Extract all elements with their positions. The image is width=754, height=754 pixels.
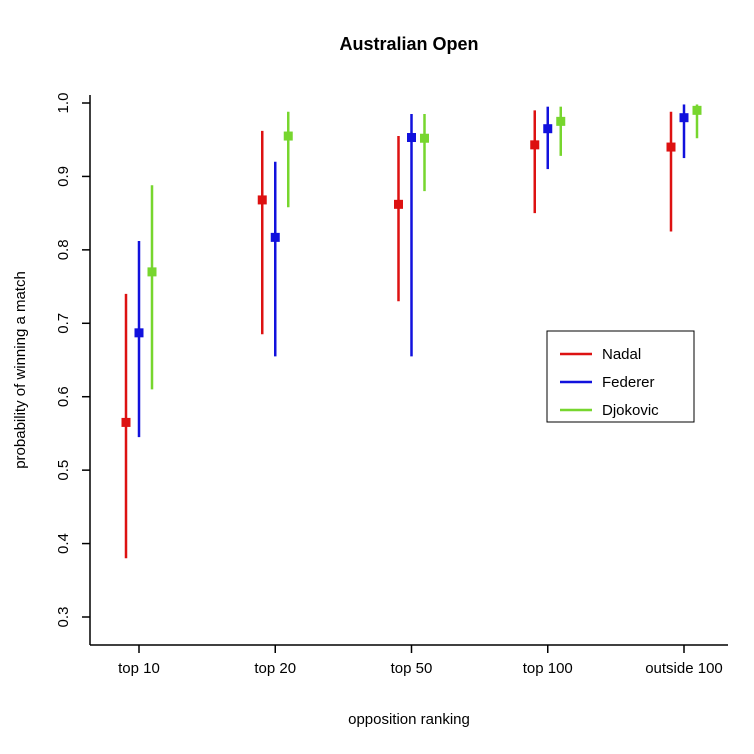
y-tick-label: 0.8 xyxy=(55,239,72,260)
y-axis-label: probability of winning a match xyxy=(12,271,29,469)
chart-title: Australian Open xyxy=(339,34,478,54)
legend-label: Djokovic xyxy=(602,402,659,419)
y-tick-label: 0.4 xyxy=(55,533,72,554)
y-tick-label: 0.3 xyxy=(55,607,72,628)
data-point-square xyxy=(257,195,267,205)
x-tick-label: top 100 xyxy=(523,660,573,677)
data-point-square xyxy=(692,105,702,115)
data-point-square xyxy=(121,417,131,427)
data-point-square xyxy=(394,199,403,209)
data-point-square xyxy=(666,142,676,152)
data-point-square xyxy=(530,140,540,150)
y-tick-label: 0.5 xyxy=(55,460,72,481)
legend-label: Federer xyxy=(602,374,655,391)
y-tick-label: 0.6 xyxy=(55,386,72,407)
x-tick-label: outside 100 xyxy=(645,660,723,677)
data-point-square xyxy=(134,328,144,338)
x-axis-label: opposition ranking xyxy=(348,711,470,728)
x-tick-label: top 50 xyxy=(391,660,433,677)
data-point-square xyxy=(283,131,293,141)
data-point-square xyxy=(543,124,553,134)
x-tick-label: top 10 xyxy=(118,660,160,677)
data-point-square xyxy=(407,133,416,143)
data-point-square xyxy=(147,267,157,277)
data-point-square xyxy=(679,113,689,123)
legend-label: Nadal xyxy=(602,346,641,363)
y-tick-label: 0.9 xyxy=(55,166,72,187)
data-point-square xyxy=(420,133,429,143)
data-point-square xyxy=(270,232,280,242)
y-tick-label: 0.7 xyxy=(55,313,72,334)
plot-area: 0.3 0.4 0.5 0.6 0.7 0.8 0.9 1.0 top 10 top 20 top … xyxy=(55,93,728,677)
data-point-square xyxy=(556,116,566,126)
x-tick-label: top 20 xyxy=(254,660,296,677)
legend-box xyxy=(546,330,695,423)
y-tick-label: 1.0 xyxy=(55,93,72,114)
